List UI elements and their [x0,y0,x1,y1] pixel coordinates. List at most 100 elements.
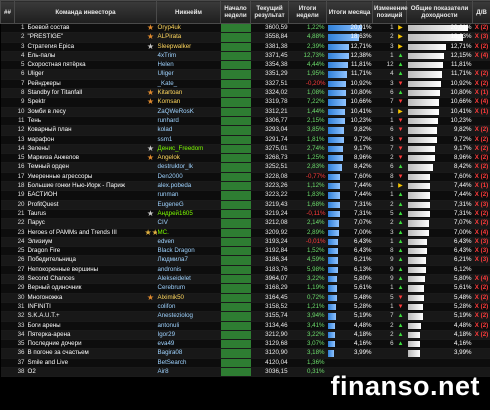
header-week-start[interactable]: Начало недели [220,0,252,24]
nickname[interactable]: alex.pobeda [156,181,221,192]
nickname[interactable]: 4xTrim [156,51,221,62]
team-name[interactable]: Spektr [26,97,145,108]
team-name[interactable]: Темный орден [26,162,145,173]
team-name[interactable]: S.K.A.U.T.+ [26,311,145,322]
nickname[interactable]: antonuli [156,321,221,331]
table-row[interactable]: 27 Непокоренные вершины andronis 3183,76 5,9… [0,265,490,276]
nickname[interactable]: Денис_Freedom [156,144,221,155]
table-row[interactable]: 13 марафон ssm1 3291,74 1,81% 9,72% 3 ▼ 9,72% X (… [0,135,490,145]
team-name[interactable]: Dragon Fire [26,246,145,257]
table-row[interactable]: 10 Зомби в лесу ZaQWeRosK 3312,21 1,44% 10,41… [0,107,490,117]
nickname[interactable]: Black Dragon [156,246,221,257]
team-name[interactable]: марафон [26,135,145,145]
team-name[interactable]: Пятерка-арена [26,330,145,341]
nickname[interactable]: Anesteziolog [156,311,221,322]
table-row[interactable]: 24 Элизиум edven 3193,24 -0,01% 6,43% 1 ▲ 6,43% X… [0,237,490,248]
team-name[interactable]: Зомби в лесу [26,107,145,117]
nickname[interactable]: BetSearch [156,358,221,369]
nickname[interactable]: runman [156,190,221,201]
team-name[interactable]: Многоножка [26,293,145,303]
nickname[interactable]: Helen [156,60,221,71]
nickname[interactable]: andronis [156,265,221,276]
team-name[interactable]: Умеренные агрессоры [26,172,145,183]
team-name[interactable]: Smile and Live [26,358,145,369]
table-row[interactable]: 14 Зелень! ★ Денис_Freedom 3275,01 2,74% 9,17%… [0,144,490,155]
table-row[interactable]: 25 Dragon Fire Black Dragon 3192,84 1,52% 6,4… [0,246,490,257]
team-name[interactable]: Боги арены [26,321,145,331]
nickname[interactable]: Komsan [156,97,221,108]
table-row[interactable]: 6 Uliger Uliger 3351,29 1,95% 11,71% 4 ▲ 11,71% X… [0,69,490,80]
team-name[interactable]: Рейнджеры [26,79,145,90]
team-name[interactable]: Маркиза Анжелов [26,153,145,164]
nickname[interactable]: Igor29 [156,330,221,341]
table-row[interactable]: 38 O2 Air8 3036,15 0,31% [0,367,490,378]
table-row[interactable]: 30 Многоножка ★ Alximik50 3164,45 0,72% 5,48% 5… [0,293,490,303]
nickname[interactable]: ZaQWeRosK [156,107,221,117]
table-row[interactable]: 2 "PRESTIGE" ★ ALPirata 3558,84 4,88% 18,63% 2 ▶… [0,32,490,43]
table-row[interactable]: 18 Большие гонки Нью-Йорк - Париж alex.pob… [0,181,490,192]
nickname[interactable]: ALPirata [156,32,221,43]
nickname[interactable]: CIV [156,218,221,229]
team-name[interactable]: БАСТИОН [26,190,145,201]
nickname[interactable]: _Kate_ [156,79,221,90]
table-row[interactable]: 1 Боевой состав ★ Oryp4uk 3600,59 1,22% 20,01%… [0,23,490,34]
nickname[interactable]: Alekseidelet [156,274,221,285]
team-name[interactable]: Зелень! [26,144,145,155]
table-row[interactable]: 11 Тень runhard 3306,77 2,15% 10,23% 1 ▼ 10,23% [0,116,490,127]
nickname[interactable]: Bagira08 [156,348,221,359]
header-nick[interactable]: Никнейм [156,0,222,24]
nickname[interactable]: Air8 [156,367,221,378]
team-name[interactable]: INFINITI [26,302,145,313]
header-position-change[interactable]: Изменение позиций [372,0,408,24]
team-name[interactable]: Uliger [26,69,145,80]
team-name[interactable]: "PRESTIGE" [26,32,145,43]
nickname[interactable]: EugeneG [156,200,221,210]
nickname[interactable]: Angelok [156,153,221,164]
nickname[interactable]: Oryp4uk [156,23,221,34]
table-row[interactable]: 37 Smile and Live BetSearch 4120,04 1,36% [0,358,490,369]
nickname[interactable]: kolad [156,125,221,136]
table-row[interactable]: 29 Верный одиночник Cerebrum 3168,29 1,19% 5,… [0,283,490,294]
table-row[interactable]: 3 Стратегия Epica ★ Sleepwalker 3381,38 2,39%… [0,42,490,52]
table-row[interactable]: 34 Пятерка-арена Igor29 3212,90 3,22% 4,18% 2 ▲… [0,330,490,341]
nickname[interactable]: runhard [156,116,221,127]
table-row[interactable]: 15 Маркиза Анжелов ★ Angelok 3268,73 1,25% 8,9… [0,153,490,164]
team-name[interactable]: Верный одиночник [26,283,145,294]
table-row[interactable]: 17 Умеренные агрессоры Den2000 3228,08 -0,77… [0,172,490,183]
table-row[interactable]: 35 Последние дочери eva49 3129,68 3,07% 4,16%… [0,339,490,350]
team-name[interactable]: Скоростная пятёрка [26,60,145,71]
table-row[interactable]: 26 Победительница Людмила7 3186,34 4,59% 6,21… [0,255,490,266]
table-row[interactable]: 20 ProfitQuest EugeneG 3219,43 1,68% 7,31% 2 ▲ 7… [0,200,490,210]
table-row[interactable]: 36 В погоне за счастьем Bagira08 3120,90 3,1… [0,348,490,359]
table-row[interactable]: 22 Парус CIV 3212,08 2,14% 7,07% 2 ▲ 7,07% X (2) [0,218,490,229]
table-row[interactable]: 31 INFINITI colifon 3158,52 1,21% 5,28% 1 ▼ 5,28… [0,302,490,313]
table-row[interactable]: 4 Ель-палы 4xTrim 3371,45 12,73% 12,38% 1 ▲ 12,1… [0,51,490,62]
nickname[interactable]: colifon [156,302,221,313]
table-row[interactable]: 9 Spektr ★ Komsan 3319,78 7,22% 10,66% 7 ▼ 10,66%… [0,97,490,108]
nickname[interactable]: Людмила7 [156,255,221,266]
team-name[interactable]: Standby for Titanfall [26,88,145,99]
team-name[interactable]: В погоне за счастьем [26,348,145,359]
nickname[interactable]: ssm1 [156,135,221,145]
team-name[interactable]: Парус [26,218,145,229]
nickname[interactable]: MC. [156,228,221,238]
team-name[interactable]: Taurus [26,209,145,220]
team-name[interactable]: Тень [26,116,145,127]
nickname[interactable]: destruktor_lk [156,162,221,173]
table-row[interactable]: 32 S.K.A.U.T.+ Anesteziolog 3155,74 3,94% 5,1… [0,311,490,322]
nickname[interactable]: Kitartoan [156,88,221,99]
team-name[interactable]: Second Chances [26,274,145,285]
nickname[interactable]: eva49 [156,339,221,350]
nickname[interactable]: Den2000 [156,172,221,183]
header-dv[interactable]: Д/В [472,0,490,24]
nickname[interactable]: Alximik50 [156,293,221,303]
table-row[interactable]: 28 Second Chances Alekseidelet 3964,07 3,22%… [0,274,490,285]
nickname[interactable]: Uliger [156,69,221,80]
table-row[interactable]: 21 Taurus ★ Андрей1605 3219,24 -0,11% 7,31% 5 ▲ 7… [0,209,490,220]
header-team[interactable]: Команда инвестора [13,0,158,24]
team-name[interactable]: Heroes of PAMMs and Trends III [26,228,145,238]
table-row[interactable]: 8 Standby for Titanfall ★ Kitartoan 3324,02 1… [0,88,490,99]
table-row[interactable]: 33 Боги арены antonuli 3134,46 3,41% 4,48% 2 ▲ 4… [0,321,490,331]
team-name[interactable]: Большие гонки Нью-Йорк - Париж [26,181,145,192]
